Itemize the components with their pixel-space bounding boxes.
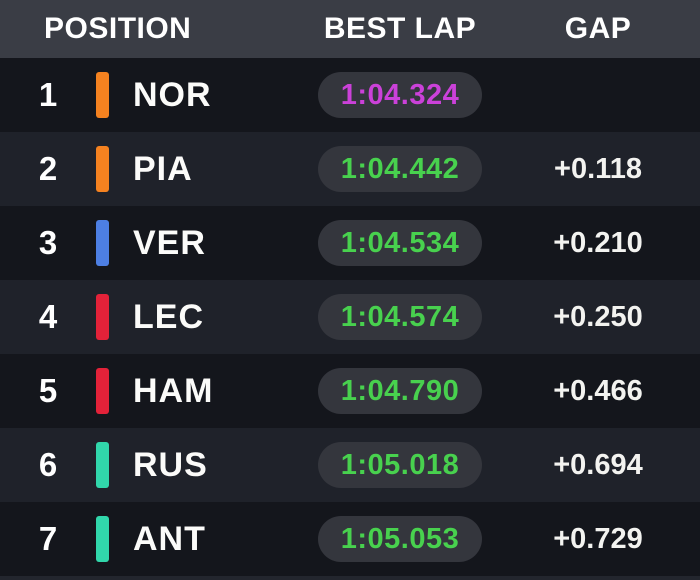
- best-lap-time: 1:04.534: [340, 226, 460, 259]
- best-lap-time: 1:04.574: [340, 300, 460, 333]
- team-color-bar: [96, 442, 109, 488]
- gap-value: [520, 58, 676, 132]
- team-color-bar: [96, 220, 109, 266]
- table-body: 1 NOR 1:04.324 2 PIA 1:04.442 +0.118 3 V…: [0, 58, 700, 576]
- driver-code: NOR: [133, 75, 212, 114]
- best-lap-time: 1:05.018: [340, 448, 460, 481]
- gap-value: +0.729: [553, 522, 643, 555]
- team-color-bar: [96, 72, 109, 118]
- column-header-gap: GAP: [564, 12, 632, 45]
- table-row[interactable]: 6 RUS 1:05.018 +0.694: [0, 428, 700, 502]
- best-lap-pill: 1:04.442: [318, 146, 482, 192]
- column-header-position: POSITION: [44, 12, 192, 45]
- driver-code: HAM: [133, 371, 214, 410]
- table-row[interactable]: 1 NOR 1:04.324: [0, 58, 700, 132]
- position-number: 7: [38, 520, 58, 557]
- best-lap-pill: 1:04.574: [318, 294, 482, 340]
- best-lap-pill: 1:04.790: [318, 368, 482, 414]
- table-row[interactable]: 2 PIA 1:04.442 +0.118: [0, 132, 700, 206]
- gap-value: +0.466: [553, 374, 643, 407]
- table-row[interactable]: 5 HAM 1:04.790 +0.466: [0, 354, 700, 428]
- best-lap-time: 1:04.790: [340, 374, 460, 407]
- gap-value: +0.250: [553, 300, 643, 333]
- best-lap-pill: 1:04.324: [318, 72, 482, 118]
- driver-code: PIA: [133, 149, 193, 188]
- gap-value: +0.118: [554, 152, 642, 185]
- team-color-bar: [96, 294, 109, 340]
- best-lap-pill: 1:04.534: [318, 220, 482, 266]
- table-row[interactable]: 3 VER 1:04.534 +0.210: [0, 206, 700, 280]
- column-header-best-lap: BEST LAP: [323, 12, 477, 45]
- next-row-partial: [0, 576, 700, 580]
- driver-code: ANT: [133, 519, 206, 558]
- best-lap-time: 1:04.442: [340, 152, 460, 185]
- position-number: 1: [38, 76, 58, 113]
- gap-value: +0.210: [553, 226, 643, 259]
- position-number: 5: [38, 372, 58, 409]
- driver-code: VER: [133, 223, 206, 262]
- gap-value: +0.694: [553, 448, 643, 481]
- team-color-bar: [96, 146, 109, 192]
- best-lap-pill: 1:05.018: [318, 442, 482, 488]
- table-header: POSITION BEST LAP GAP: [0, 0, 700, 58]
- position-number: 2: [38, 150, 58, 187]
- position-number: 6: [38, 446, 58, 483]
- driver-code: LEC: [133, 297, 204, 336]
- team-color-bar: [96, 368, 109, 414]
- best-lap-pill: 1:05.053: [318, 516, 482, 562]
- position-number: 3: [38, 224, 58, 261]
- table-row[interactable]: 4 LEC 1:04.574 +0.250: [0, 280, 700, 354]
- position-number: 4: [38, 298, 58, 335]
- best-lap-time: 1:04.324: [340, 78, 460, 111]
- best-lap-time: 1:05.053: [340, 522, 460, 555]
- driver-code: RUS: [133, 445, 208, 484]
- table-row[interactable]: 7 ANT 1:05.053 +0.729: [0, 502, 700, 576]
- team-color-bar: [96, 516, 109, 562]
